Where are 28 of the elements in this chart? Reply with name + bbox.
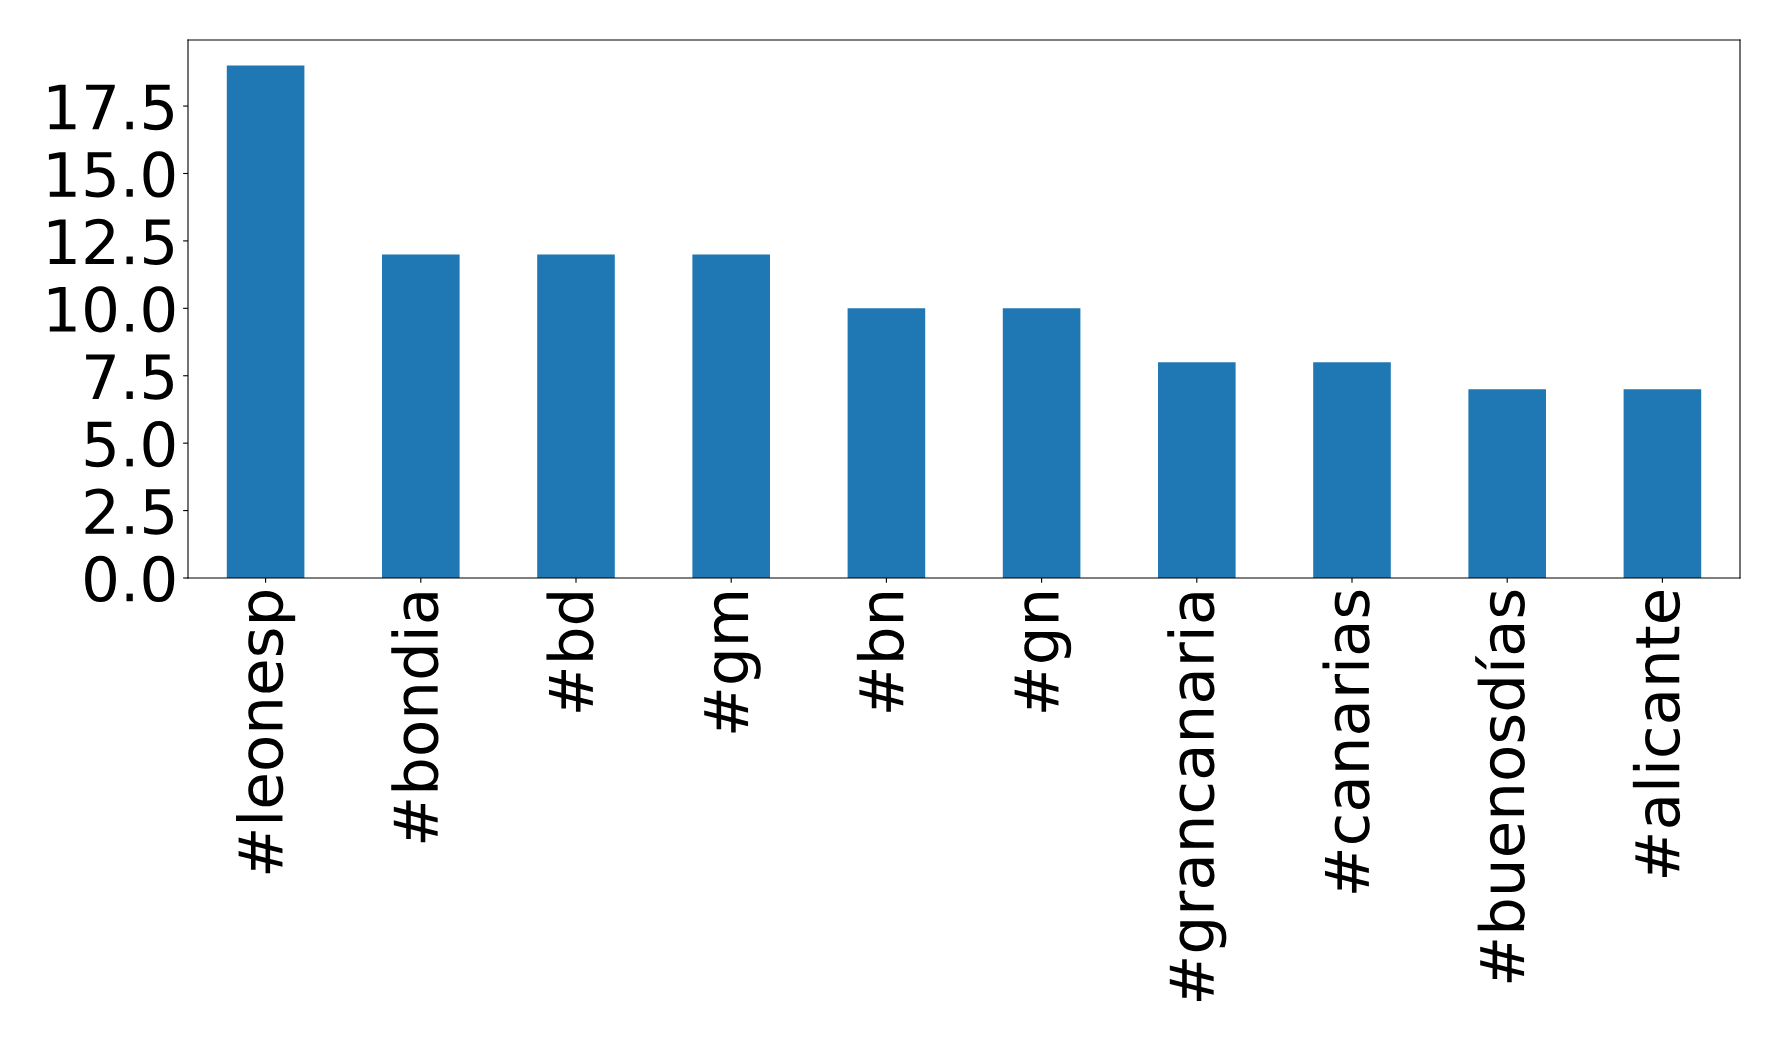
x-tick-label: #buenosdías bbox=[1475, 590, 1525, 983]
bar bbox=[847, 308, 926, 578]
x-tick-label: #bd bbox=[546, 593, 594, 712]
bar bbox=[1313, 362, 1391, 578]
bar bbox=[537, 254, 615, 578]
bar bbox=[1002, 308, 1081, 578]
y-tick-label: 0.0 bbox=[85, 555, 175, 603]
x-tick-label: #gn bbox=[1014, 592, 1072, 712]
x-tick-label: #bondia bbox=[391, 593, 439, 843]
y-tick-label: 2.5 bbox=[85, 488, 173, 535]
bar bbox=[382, 254, 460, 578]
x-tick-label: #grancanaria bbox=[1167, 593, 1227, 1002]
x-tick-label: #gm bbox=[704, 592, 761, 733]
y-tick-label: 12.5 bbox=[48, 218, 173, 265]
y-tick-label: 7.5 bbox=[86, 354, 173, 400]
y-tick-label: 15.0 bbox=[48, 151, 175, 198]
y-tick-label: 17.5 bbox=[48, 84, 173, 131]
y-tick-label: 5.0 bbox=[85, 421, 175, 468]
y-tick-label: 10.0 bbox=[48, 286, 175, 333]
x-tick-label: #canarias bbox=[1322, 590, 1370, 893]
bar bbox=[1623, 389, 1702, 578]
bar bbox=[1468, 389, 1546, 578]
x-tick-label: #bn bbox=[856, 592, 905, 712]
bar bbox=[692, 254, 770, 578]
bar bbox=[226, 65, 305, 578]
x-tick-label: #leonesp bbox=[236, 591, 296, 874]
x-tick-label: #alicante bbox=[1632, 590, 1681, 877]
bar bbox=[1158, 362, 1236, 578]
